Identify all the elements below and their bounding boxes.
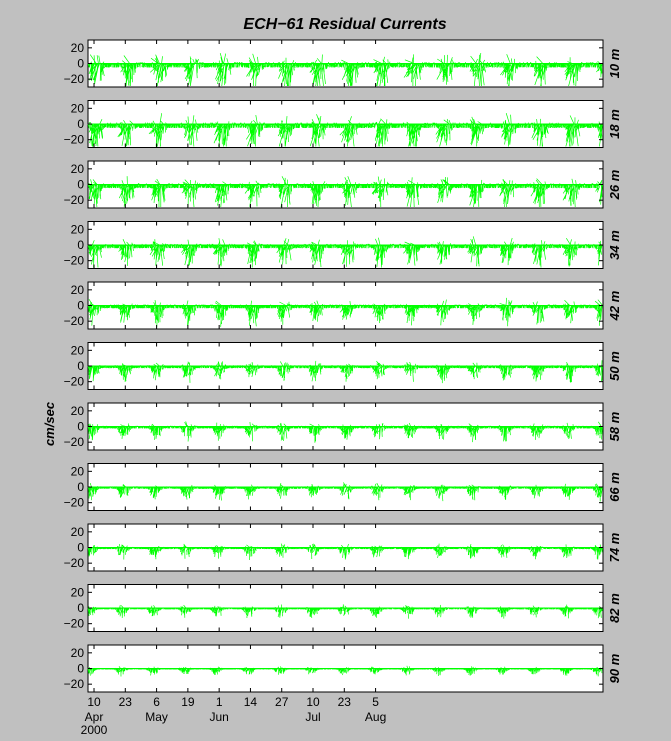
y-tick-label: −20 — [64, 556, 85, 570]
x-tick-label: 6 — [153, 695, 160, 709]
panel: 20 0−20 74 m — [64, 523, 622, 572]
y-tick-label: 0 — [77, 480, 84, 494]
panel: 20 0−20 42 m — [64, 281, 622, 330]
x-tick-label: 5 — [372, 695, 379, 709]
y-tick-label: 0 — [77, 238, 84, 252]
panel: 20 0 −20 50 m — [64, 342, 622, 390]
y-tick-label: 20 — [71, 404, 85, 418]
y-tick-label: −20 — [64, 375, 85, 389]
depth-label: 50 m — [607, 351, 622, 381]
depth-label: 42 m — [607, 290, 622, 321]
x-tick-label: 14 — [244, 695, 258, 709]
y-tick-label: −20 — [64, 193, 85, 207]
x-month-label: May — [145, 710, 168, 724]
y-tick-label: 20 — [71, 222, 85, 236]
y-tick-label: 20 — [71, 41, 85, 55]
y-axis-label: cm/sec — [42, 401, 57, 446]
current-vectors — [87, 52, 603, 87]
depth-label: 66 m — [607, 472, 622, 502]
y-tick-label: 20 — [71, 162, 85, 176]
y-tick-label: 0 — [77, 299, 84, 313]
depth-label: 82 m — [607, 593, 622, 623]
depth-label: 90 m — [607, 653, 622, 683]
x-month-label: Apr — [85, 710, 104, 724]
depth-label: 34 m — [607, 230, 622, 260]
y-tick-label: 0 — [77, 57, 84, 71]
y-tick-label: −20 — [64, 435, 85, 449]
panel: 20 0−20 26 m — [64, 160, 622, 209]
panel: 20 0−20 10 m — [64, 39, 622, 88]
y-tick-label: 0 — [77, 117, 84, 131]
x-tick-label: 10 — [306, 695, 320, 709]
y-tick-label: 20 — [71, 646, 85, 660]
y-tick-label: 20 — [71, 585, 85, 599]
panel: 20 0−20 90 m — [64, 644, 622, 693]
depth-label: 58 m — [607, 411, 622, 441]
current-vectors — [87, 543, 603, 561]
x-month-label: Jul — [305, 710, 320, 724]
x-tick-label: 10 — [87, 695, 101, 709]
y-tick-label: −20 — [64, 496, 85, 510]
panel: 20 0 −20 82 m — [64, 584, 622, 632]
panel: 20 0 −20 34 m — [64, 221, 622, 269]
x-tick-label: 23 — [119, 695, 133, 709]
current-vectors — [87, 176, 603, 208]
depth-label: 26 m — [607, 169, 622, 200]
y-tick-label: −20 — [64, 677, 85, 691]
panel: 20 0 −20 66 m — [64, 463, 622, 511]
y-tick-label: 0 — [77, 420, 84, 434]
x-month-label: Jun — [209, 710, 228, 724]
chart-title: ECH−61 Residual Currents — [243, 16, 446, 33]
y-tick-label: −20 — [64, 72, 85, 86]
x-tick-label: 1 — [216, 695, 223, 709]
y-tick-label: 0 — [77, 359, 84, 373]
depth-label: 74 m — [607, 532, 622, 562]
y-tick-label: 20 — [71, 343, 85, 357]
x-tick-label: 19 — [181, 695, 195, 709]
y-tick-label: 20 — [71, 283, 85, 297]
y-tick-label: 0 — [77, 662, 84, 676]
y-tick-label: 0 — [77, 541, 84, 555]
year-label: 2000 — [81, 723, 108, 737]
x-tick-label: 23 — [338, 695, 352, 709]
x-month-label: Aug — [365, 710, 386, 724]
current-vectors — [87, 360, 603, 384]
y-tick-label: 20 — [71, 525, 85, 539]
x-tick-label: 27 — [275, 695, 289, 709]
panel: 20 0 −20 18 m — [64, 100, 622, 148]
panel: 20 0−20 58 m — [64, 402, 622, 451]
y-tick-label: −20 — [64, 254, 85, 268]
y-tick-label: 20 — [71, 101, 85, 115]
y-tick-label: 20 — [71, 464, 85, 478]
y-tick-label: 0 — [77, 601, 84, 615]
y-tick-label: −20 — [64, 617, 85, 631]
y-tick-label: −20 — [64, 314, 85, 328]
depth-label: 18 m — [607, 109, 622, 139]
y-tick-label: −20 — [64, 133, 85, 147]
y-tick-label: 0 — [77, 178, 84, 192]
current-vectors — [87, 112, 603, 147]
depth-label: 10 m — [607, 48, 622, 78]
